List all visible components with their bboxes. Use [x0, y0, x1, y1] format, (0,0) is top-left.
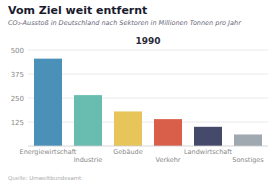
bar — [154, 119, 182, 146]
chart-svg: Vom Ziel weit entfernt CO₂-Ausstoß in Deu… — [0, 0, 275, 183]
bars — [34, 59, 262, 146]
x-tick-label: Industrie — [74, 156, 103, 164]
grid-line — [28, 74, 268, 75]
bar — [74, 95, 102, 146]
x-axis — [28, 146, 268, 147]
bar — [34, 59, 62, 146]
x-tick-label: Landwirtschaft — [184, 148, 232, 156]
title: Vom Ziel weit entfernt — [8, 4, 147, 17]
year-label: 1990 — [135, 36, 160, 46]
x-tick-label: Verkehr — [156, 156, 181, 164]
bar — [234, 134, 262, 146]
y-tick-label: 250 — [11, 95, 24, 103]
source: Quelle: Umweltbundesamt — [8, 175, 82, 181]
x-tick-label: Gebäude — [113, 148, 142, 156]
y-tick-label: 375 — [11, 71, 24, 79]
bar — [114, 111, 142, 146]
grid — [28, 50, 268, 122]
grid-line — [28, 50, 268, 51]
y-tick-label: 500 — [11, 47, 24, 55]
grid-line — [28, 98, 268, 99]
bar — [194, 127, 222, 146]
grid-line — [28, 122, 268, 123]
chart-container: Vom Ziel weit entfernt CO₂-Ausstoß in Deu… — [0, 0, 275, 183]
x-tick-label: Energiewirtschaft — [20, 148, 77, 156]
y-tick-label: 125 — [11, 119, 24, 127]
x-tick-label: Sonstiges — [232, 156, 264, 164]
subtitle: CO₂-Ausstoß in Deutschland nach Sektoren… — [8, 19, 242, 27]
